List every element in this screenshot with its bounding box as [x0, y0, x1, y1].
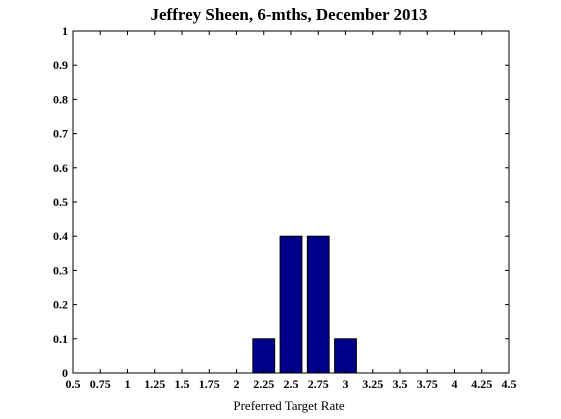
x-tick-label: 1.5 [175, 377, 190, 391]
y-tick-label: 0.3 [53, 263, 68, 277]
x-tick-label: 0.5 [66, 377, 81, 391]
x-tick-label: 3 [343, 377, 349, 391]
x-tick-label: 1 [125, 377, 131, 391]
y-tick-label: 0.6 [53, 161, 68, 175]
x-tick-label: 2.5 [284, 377, 299, 391]
x-tick-label: 0.75 [90, 377, 111, 391]
x-tick-label: 4 [452, 377, 458, 391]
chart-title: Jeffrey Sheen, 6-mths, December 2013 [151, 5, 428, 24]
bar-3 [334, 338, 357, 374]
x-tick-label: 2.75 [308, 377, 329, 391]
x-tick-label: 2.25 [253, 377, 274, 391]
bar-2.5 [279, 235, 303, 374]
y-tick-label: 0.2 [53, 298, 68, 312]
x-tick-label: 3.25 [362, 377, 383, 391]
x-tick-label: 1.75 [199, 377, 220, 391]
x-tick-label: 1.25 [144, 377, 165, 391]
y-tick-label: 0.8 [53, 92, 68, 106]
y-tick-label: 0.1 [53, 332, 68, 346]
x-tick-label: 3.75 [417, 377, 438, 391]
x-tick-label: 3.5 [393, 377, 408, 391]
y-axis: 0 0.1 0.2 0.3 0.4 0.5 0.6 0.7 0.8 0.9 1 [53, 24, 509, 380]
x-tick-label: 4.25 [471, 377, 492, 391]
y-tick-label: 0 [62, 366, 68, 380]
y-tick-label: 0.5 [53, 195, 68, 209]
y-tick-label: 1 [62, 24, 68, 38]
x-axis: 0.5 0.75 1 1.25 1.5 1.75 2 2.25 2.5 2.75 3 3.25 3.5 3… [66, 31, 517, 391]
bars [252, 235, 357, 374]
x-axis-label: Preferred Target Rate [233, 398, 344, 413]
bar-2.75 [306, 235, 330, 374]
y-tick-label: 0.9 [53, 58, 68, 72]
bar-2.25 [252, 338, 276, 374]
x-tick-label: 4.5 [502, 377, 517, 391]
x-tick-label: 2 [234, 377, 240, 391]
y-tick-label: 0.4 [53, 229, 68, 243]
y-tick-label: 0.7 [53, 127, 68, 141]
